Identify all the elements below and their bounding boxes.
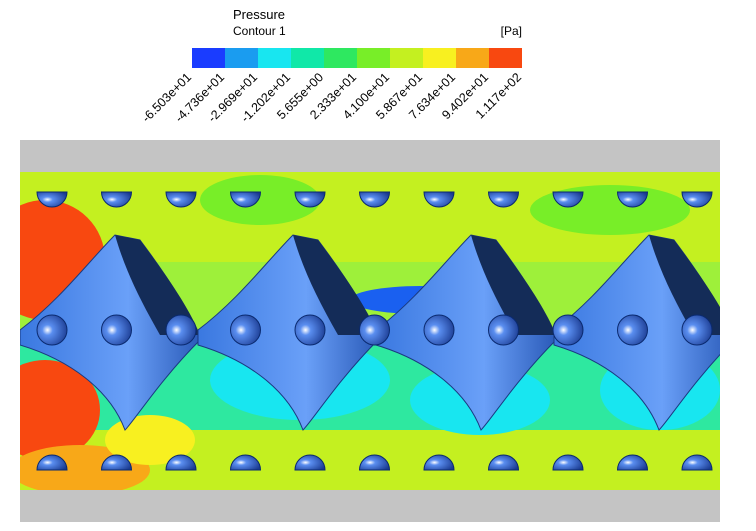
geometry [20, 191, 720, 471]
field-blob [20, 360, 100, 460]
half-sphere [165, 191, 197, 208]
colorbar-band [489, 48, 522, 68]
sphere [552, 314, 584, 346]
half-sphere [294, 191, 326, 208]
bottom-wall [20, 490, 720, 522]
sphere [423, 314, 455, 346]
sphere [488, 314, 519, 346]
colorbar-band [423, 48, 456, 68]
colorbar-band [192, 48, 225, 68]
half-sphere [165, 454, 197, 471]
sphere [230, 314, 261, 346]
half-sphere [294, 454, 326, 471]
half-sphere [487, 454, 520, 471]
half-sphere [616, 191, 649, 208]
colorbar-band [258, 48, 291, 68]
half-sphere [100, 191, 133, 208]
flow-field [20, 172, 720, 490]
half-sphere [423, 454, 455, 471]
half-sphere [358, 191, 391, 208]
colorbar-band [324, 48, 357, 68]
field-blob [200, 175, 320, 225]
blade-shadow [649, 235, 720, 335]
sphere [359, 314, 390, 346]
sphere [681, 314, 713, 346]
sphere [294, 314, 326, 346]
half-sphere [616, 454, 649, 471]
top-wall [20, 140, 720, 172]
colorbar-band [225, 48, 258, 68]
half-sphere [681, 454, 713, 471]
blade-shadow [471, 235, 556, 335]
colorbar-band [390, 48, 423, 68]
half-sphere [423, 191, 455, 208]
colorbar-band [357, 48, 390, 68]
sphere [617, 314, 648, 346]
legend-unit: [Pa] [501, 24, 522, 38]
blade-shadow [115, 235, 200, 335]
half-sphere [358, 454, 391, 471]
half-sphere [36, 454, 68, 471]
legend-title: Pressure [233, 7, 285, 22]
colorbar: -6.503e+01-4.736e+01-2.969e+01-1.202e+01… [139, 48, 524, 125]
sphere [165, 314, 197, 346]
half-sphere [681, 191, 713, 208]
half-sphere [229, 191, 262, 208]
colorbar-band [456, 48, 489, 68]
blade-shadow [293, 235, 378, 335]
half-sphere [36, 191, 68, 208]
half-sphere [552, 191, 584, 208]
half-sphere [100, 454, 133, 471]
half-sphere [487, 191, 520, 208]
half-sphere [229, 454, 262, 471]
sphere [101, 314, 132, 346]
sphere [36, 314, 68, 346]
half-sphere [552, 454, 584, 471]
legend-subtitle: Contour 1 [233, 24, 286, 38]
colorbar-band [291, 48, 324, 68]
